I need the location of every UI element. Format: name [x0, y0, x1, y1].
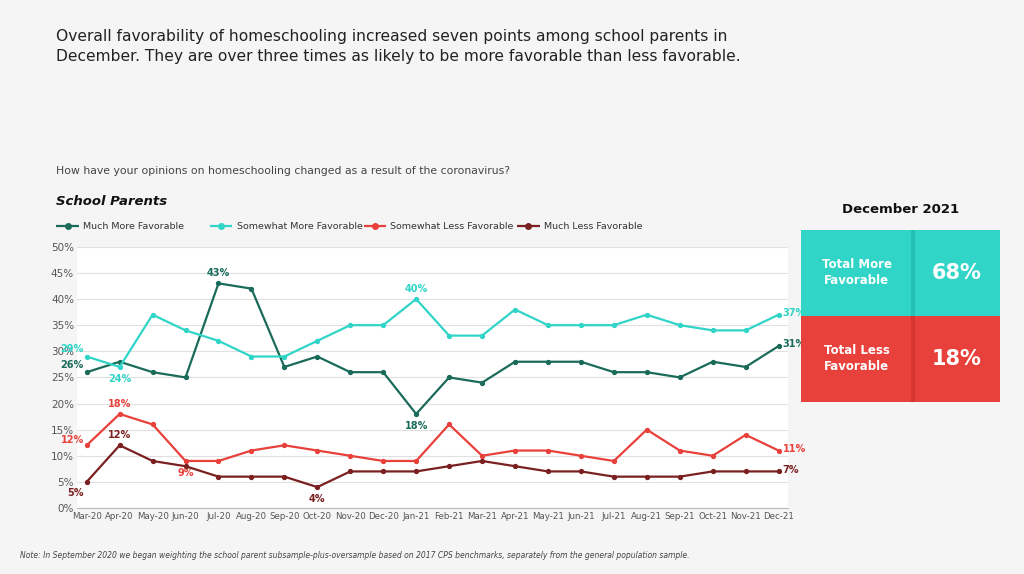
Bar	[912, 230, 1000, 316]
Text: 12%: 12%	[60, 435, 84, 444]
Text: 68%: 68%	[932, 263, 981, 282]
Text: 26%: 26%	[60, 360, 84, 370]
Text: December 2021: December 2021	[842, 203, 959, 216]
Text: School Parents: School Parents	[56, 195, 168, 208]
Text: 7%: 7%	[782, 465, 800, 475]
Text: 9%: 9%	[177, 468, 194, 478]
Bar	[910, 230, 914, 316]
Text: 18%: 18%	[404, 421, 428, 431]
Text: 43%: 43%	[207, 269, 230, 278]
Text: Much More Favorable: Much More Favorable	[83, 222, 184, 231]
Text: Overall favorability of homeschooling increased seven points among school parent: Overall favorability of homeschooling in…	[56, 29, 741, 64]
Text: 37%: 37%	[782, 308, 806, 318]
Bar	[910, 316, 914, 402]
Text: How have your opinions on homeschooling changed as a result of the coronavirus?: How have your opinions on homeschooling …	[56, 166, 510, 176]
Text: 11%: 11%	[782, 444, 806, 454]
Text: 12%: 12%	[108, 430, 131, 440]
Text: 5%: 5%	[68, 488, 84, 498]
Bar	[912, 316, 1000, 402]
Text: 18%: 18%	[932, 349, 981, 369]
Bar	[801, 230, 912, 316]
Text: Much Less Favorable: Much Less Favorable	[544, 222, 642, 231]
Text: 24%: 24%	[108, 374, 131, 384]
Bar	[801, 316, 912, 402]
Text: Note: In September 2020 we began weighting the school parent subsample-plus-over: Note: In September 2020 we began weighti…	[20, 550, 690, 560]
Text: 29%: 29%	[60, 344, 84, 354]
Text: 31%: 31%	[782, 339, 806, 350]
Text: 4%: 4%	[309, 494, 326, 505]
Text: Somewhat More Favorable: Somewhat More Favorable	[237, 222, 362, 231]
Text: 18%: 18%	[108, 399, 131, 409]
Text: Total More
Favorable: Total More Favorable	[821, 258, 892, 287]
Text: Total Less
Favorable: Total Less Favorable	[823, 344, 890, 373]
Text: Somewhat Less Favorable: Somewhat Less Favorable	[390, 222, 513, 231]
Text: 40%: 40%	[404, 284, 428, 294]
